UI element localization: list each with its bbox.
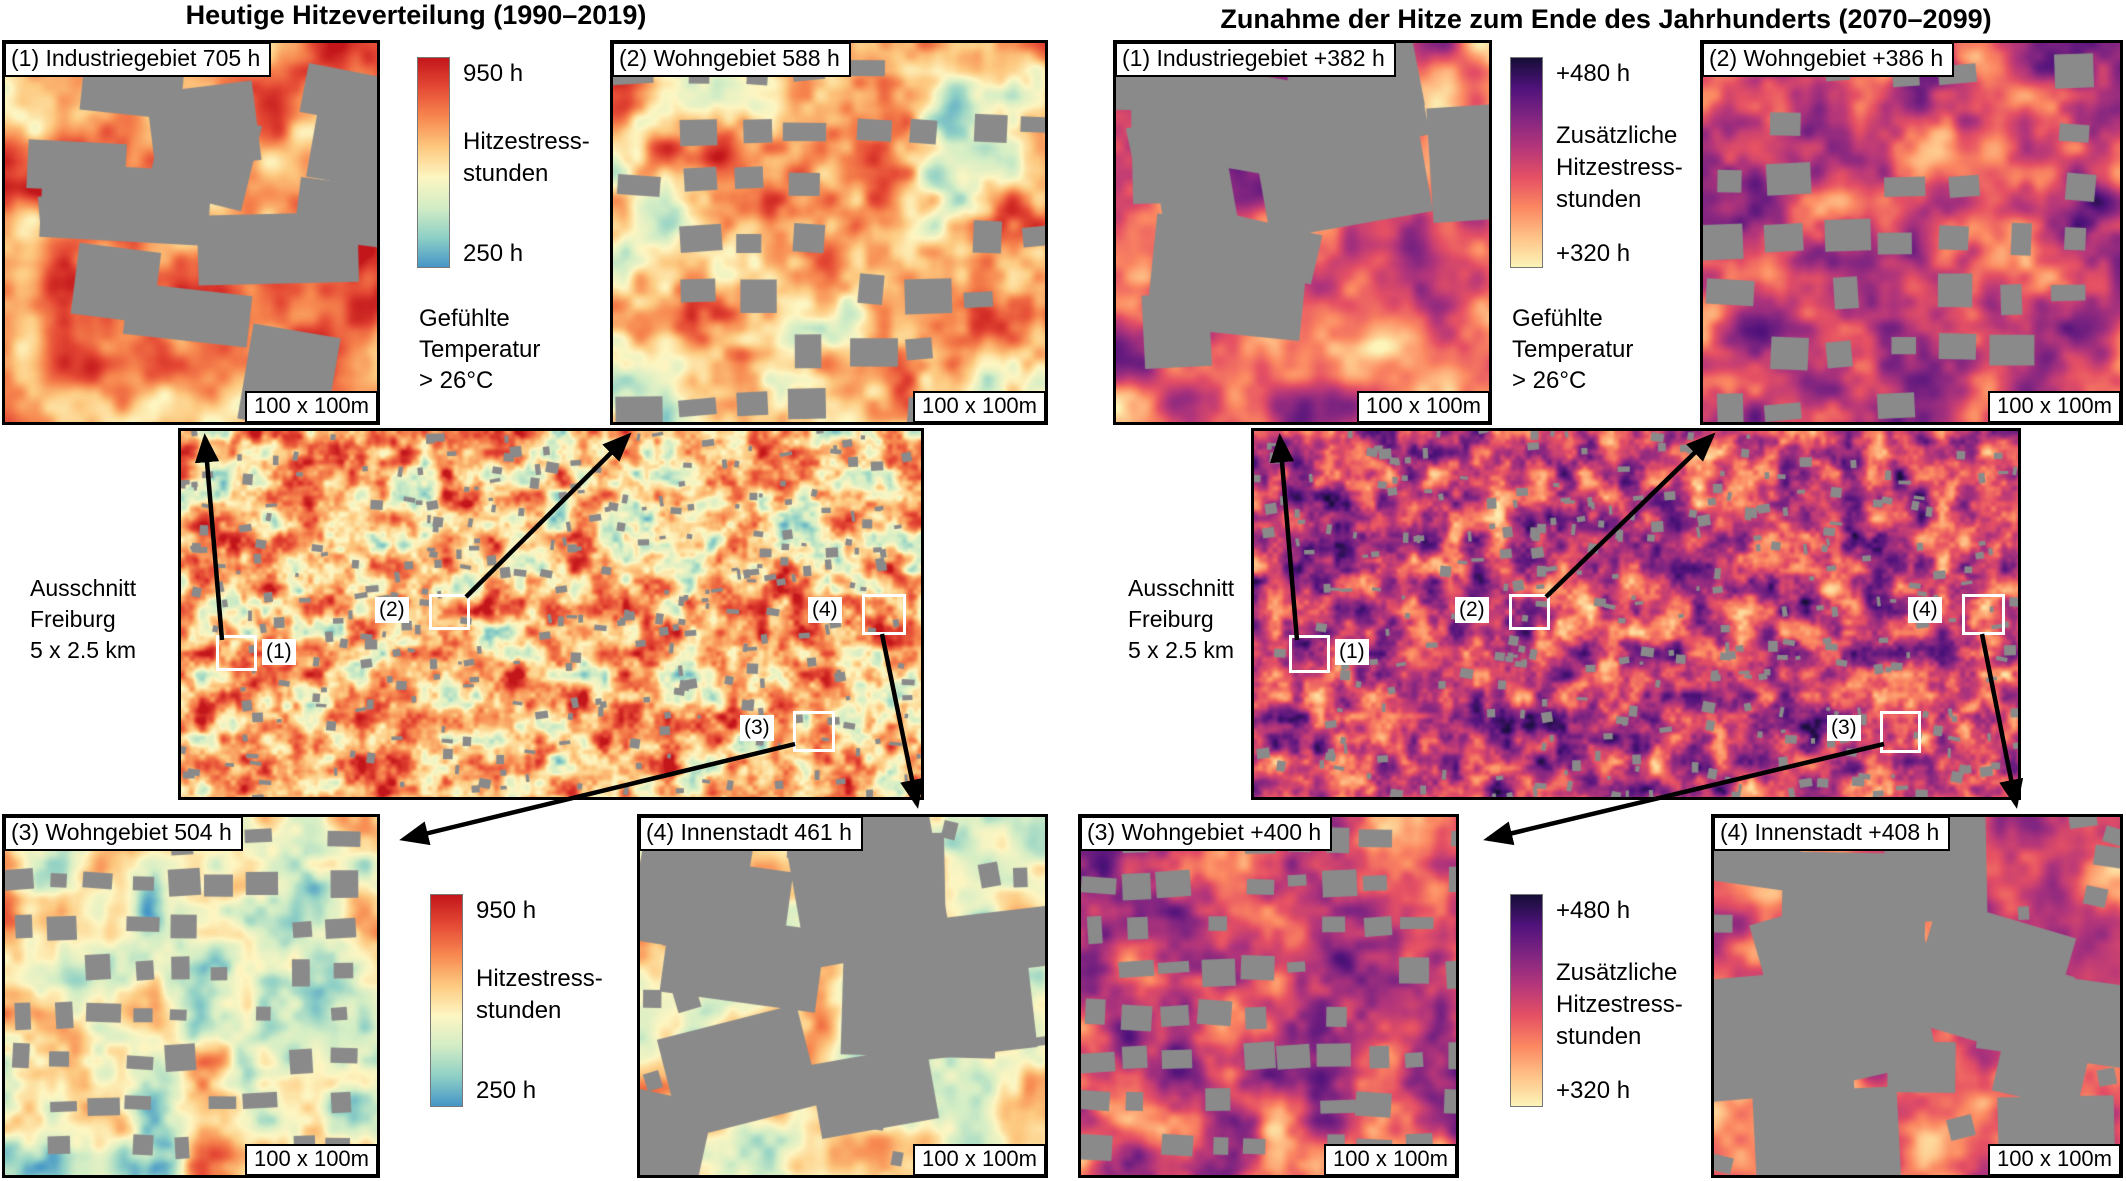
overview-map-current: (1) (2) (3) (4) xyxy=(178,428,924,800)
map-scale-label: 100 x 100m xyxy=(1988,391,2121,423)
colorbar-title: Zusätzliche Hitzestress- stunden xyxy=(1556,957,1683,1053)
colorbar-title-line: Zusätzliche xyxy=(1556,959,1678,986)
overview-marker-tag-2: (2) xyxy=(375,597,409,623)
overview-marker-tag-4: (4) xyxy=(808,597,842,623)
region-label-line: 5 x 2.5 km xyxy=(30,637,137,663)
map-scale-label: 100 x 100m xyxy=(1324,1144,1457,1176)
colorbar-title-line: stunden xyxy=(476,997,562,1024)
overview-marker-1 xyxy=(1289,635,1330,673)
colorbar-min-label: +320 h xyxy=(1556,240,1631,267)
map-scale-label: 100 x 100m xyxy=(1988,1144,2121,1176)
colorbar-note-line: Gefühlte xyxy=(1512,305,1603,332)
colorbar-future-bottom xyxy=(1510,894,1543,1107)
overview-marker-tag-2: (2) xyxy=(1455,597,1489,623)
heatmap-canvas xyxy=(5,43,377,422)
colorbar-future-top xyxy=(1510,57,1543,268)
map-scale-label: 100 x 100m xyxy=(245,391,378,423)
detail-map-current-1-industriegebiet: (1) Industriegebiet 705 h 100 x 100m xyxy=(2,40,380,425)
panel-title-future: Zunahme der Hitze zum Ende des Jahrhunde… xyxy=(1220,4,1992,34)
colorbar-min-label: +320 h xyxy=(1556,1077,1631,1104)
colorbar-title-line: Hitzestress- xyxy=(463,128,590,155)
colorbar-title: Hitzestress- stunden xyxy=(463,126,590,190)
heatmap-canvas xyxy=(613,43,1045,422)
map-label: (3) Wohngebiet +400 h xyxy=(1080,816,1333,851)
colorbar-min-label: 250 h xyxy=(463,240,524,267)
heatmap-canvas xyxy=(1714,817,2120,1175)
detail-map-current-4-innenstadt: (4) Innenstadt 461 h 100 x 100m xyxy=(637,814,1048,1178)
overview-marker-2 xyxy=(429,594,470,630)
map-label: (4) Innenstadt 461 h xyxy=(639,816,863,851)
overview-marker-3 xyxy=(793,711,835,752)
colorbar-note-line: Temperatur xyxy=(419,336,541,363)
colorbar-note-line: > 26°C xyxy=(419,367,494,394)
detail-map-current-3-wohngebiet: (3) Wohngebiet 504 h 100 x 100m xyxy=(2,814,380,1178)
colorbar-title-line: Hitzestress- xyxy=(1556,991,1683,1018)
region-label-line: Freiburg xyxy=(30,606,116,632)
colorbar-max-label: +480 h xyxy=(1556,897,1631,924)
overview-marker-3 xyxy=(1880,711,1921,753)
map-scale-label: 100 x 100m xyxy=(245,1144,378,1176)
map-label: (2) Wohngebiet +386 h xyxy=(1702,42,1955,77)
region-label-line: Freiburg xyxy=(1128,606,1214,632)
region-label-current: Ausschnitt Freiburg 5 x 2.5 km xyxy=(30,573,136,666)
colorbar-min-label: 250 h xyxy=(476,1077,537,1104)
detail-map-future-2-wohngebiet: (2) Wohngebiet +386 h 100 x 100m xyxy=(1700,40,2123,425)
map-label: (3) Wohngebiet 504 h xyxy=(4,816,243,851)
map-label: (4) Innenstadt +408 h xyxy=(1713,816,1951,851)
colorbar-note-line: > 26°C xyxy=(1512,367,1587,394)
overview-marker-tag-4: (4) xyxy=(1908,597,1942,623)
map-scale-label: 100 x 100m xyxy=(913,391,1046,423)
heatmap-canvas xyxy=(1081,817,1456,1175)
overview-marker-1 xyxy=(216,635,257,671)
region-label-line: Ausschnitt xyxy=(1128,575,1235,601)
region-label-future: Ausschnitt Freiburg 5 x 2.5 km xyxy=(1128,573,1234,666)
heatmap-canvas xyxy=(5,817,377,1175)
panel-title-current: Heutige Hitzeverteilung (1990–2019) xyxy=(185,0,647,30)
colorbar-title-line: Hitzestress- xyxy=(476,965,603,992)
colorbar-note: Gefühlte Temperatur > 26°C xyxy=(1512,303,1633,396)
overview-marker-tag-3: (3) xyxy=(1827,715,1861,741)
overview-marker-2 xyxy=(1509,594,1550,630)
detail-map-future-1-industriegebiet: (1) Industriegebiet +382 h 100 x 100m xyxy=(1113,40,1492,425)
overview-map-future: (1) (2) (3) (4) xyxy=(1251,428,2021,800)
map-label: (1) Industriegebiet 705 h xyxy=(4,42,272,77)
colorbar-max-label: 950 h xyxy=(476,897,537,924)
overview-marker-tag-1: (1) xyxy=(262,639,296,665)
colorbar-note-line: Temperatur xyxy=(1512,336,1634,363)
detail-map-future-4-innenstadt: (4) Innenstadt +408 h 100 x 100m xyxy=(1711,814,2123,1178)
colorbar-title-line: stunden xyxy=(1556,186,1642,213)
detail-map-future-3-wohngebiet: (3) Wohngebiet +400 h 100 x 100m xyxy=(1078,814,1459,1178)
colorbar-title-line: stunden xyxy=(463,160,549,187)
overview-marker-tag-1: (1) xyxy=(1335,639,1369,665)
overview-marker-4 xyxy=(862,594,906,635)
heatmap-canvas xyxy=(1116,43,1489,422)
overview-marker-tag-3: (3) xyxy=(740,715,774,741)
colorbar-title-line: stunden xyxy=(1556,1023,1642,1050)
colorbar-current-bottom xyxy=(430,894,463,1107)
map-scale-label: 100 x 100m xyxy=(1357,391,1490,423)
map-label: (1) Industriegebiet +382 h xyxy=(1115,42,1396,77)
map-label: (2) Wohngebiet 588 h xyxy=(612,42,851,77)
overview-marker-4 xyxy=(1962,594,2005,635)
colorbar-title: Hitzestress- stunden xyxy=(476,963,603,1027)
heatmap-canvas xyxy=(640,817,1045,1175)
detail-map-current-2-wohngebiet: (2) Wohngebiet 588 h 100 x 100m xyxy=(610,40,1048,425)
heatmap-canvas xyxy=(1703,43,2120,422)
colorbar-note-line: Gefühlte xyxy=(419,305,510,332)
region-label-line: Ausschnitt xyxy=(30,575,137,601)
colorbar-max-label: 950 h xyxy=(463,60,524,87)
colorbar-title: Zusätzliche Hitzestress- stunden xyxy=(1556,120,1683,216)
colorbar-note: Gefühlte Temperatur > 26°C xyxy=(419,303,540,396)
colorbar-current-top xyxy=(417,57,450,268)
colorbar-max-label: +480 h xyxy=(1556,60,1631,87)
colorbar-title-line: Zusätzliche xyxy=(1556,122,1678,149)
region-label-line: 5 x 2.5 km xyxy=(1128,637,1235,663)
map-scale-label: 100 x 100m xyxy=(913,1144,1046,1176)
colorbar-title-line: Hitzestress- xyxy=(1556,154,1683,181)
